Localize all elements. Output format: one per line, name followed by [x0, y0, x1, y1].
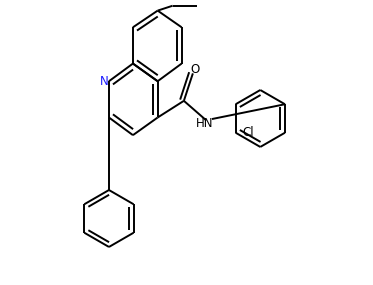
Text: N: N	[100, 75, 108, 88]
Text: HN: HN	[196, 117, 213, 130]
Text: O: O	[191, 63, 200, 76]
Text: Cl: Cl	[242, 126, 254, 139]
